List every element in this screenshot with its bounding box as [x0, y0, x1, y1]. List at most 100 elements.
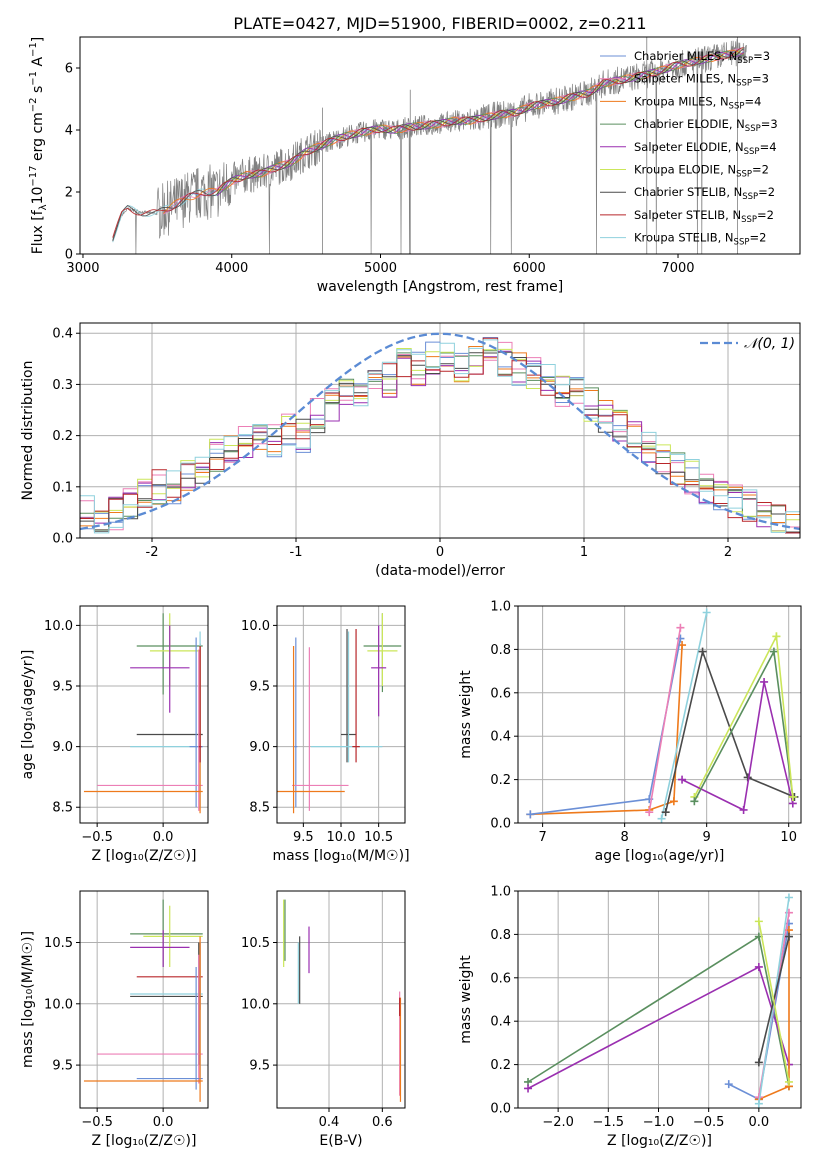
- x-tick-label: 10.0: [327, 830, 356, 845]
- histogram-salpeter_stelib: [80, 337, 800, 534]
- y-axis-label: mass weight: [458, 670, 474, 759]
- axes-frame: [79, 605, 209, 824]
- y-tick-label: 0.8: [490, 643, 511, 658]
- point-marker-chabrier_miles: [676, 634, 685, 643]
- legend-entry: Kroupa ELODIE, NSSP=2: [634, 163, 769, 180]
- series-line-salpeter_elodie: [681, 681, 794, 812]
- plot-area-age-vs-mass: [277, 613, 402, 814]
- x-tick-label: 2: [724, 545, 732, 560]
- plot-area-mass-weight-vs-age: [526, 608, 799, 823]
- legend-entry: Salpeter ELODIE, NSSP=4: [634, 140, 777, 157]
- y-tick-label: 0.6: [490, 971, 511, 986]
- model-line-salpeter_stelib: [112, 47, 744, 238]
- point-marker-kroupa_stelib: [754, 1099, 763, 1108]
- x-tick-label: 4000: [215, 261, 248, 276]
- ticks-mass-weight-vs-Z: −2.0 −1.5 −1.0 −0.5 0.0 0.0 0.2 0.4 0.6 0.8 1.0: [490, 885, 769, 1131]
- axes-spectrum: 3000 4000 5000 6000 7000 0 2 4 6 wavelength [Angs…: [28, 36, 801, 295]
- y-axis-label: mass weight: [458, 955, 474, 1044]
- axes-mass-vs-EBV: 0.4 0.6 9.5 10.0 10.5 E(B-V): [241, 890, 406, 1149]
- y-tick-label: 10.0: [241, 997, 270, 1012]
- model-line-chabrier_stelib: [112, 48, 744, 242]
- x-axis-label: mass [log₁₀(M/M☉)]: [272, 848, 409, 864]
- y-tick-label: 0.1: [52, 480, 73, 495]
- point-marker-kroupa_stelib: [784, 893, 793, 902]
- y-tick-label: 8.5: [249, 801, 270, 816]
- x-tick-label: 0.0: [153, 830, 174, 845]
- axes-frame: [517, 605, 802, 824]
- y-tick-label: 0.6: [490, 686, 511, 701]
- x-tick-label: 0.0: [153, 1115, 174, 1130]
- legend: Chabrier MILES, NSSP=3 Salpeter MILES, NS…: [600, 49, 778, 248]
- data-spectrum-line: [112, 39, 747, 254]
- axes-mass-vs-Z: −0.5 0.0 9.5 10.0 10.5 Z [log₁₀(Z/Z☉)] mass [l…: [20, 890, 209, 1149]
- x-tick-label: 7000: [661, 261, 694, 276]
- point-marker-chabrier_stelib: [754, 1058, 763, 1067]
- y-tick-label: 0: [65, 248, 73, 263]
- model-line-salpeter_elodie: [216, 51, 744, 197]
- axes-frame: [79, 890, 209, 1109]
- y-tick-label: 0.2: [490, 1058, 511, 1073]
- point-marker-salpeter_elodie: [739, 805, 748, 814]
- y-tick-label: 10.0: [44, 619, 73, 634]
- y-tick-label: 0.4: [52, 327, 73, 342]
- legend-entry: Chabrier STELIB, NSSP=2: [634, 185, 775, 202]
- x-tick-label: 9.5: [293, 830, 314, 845]
- x-axis-label: age [log₁₀(age/yr)]: [595, 848, 725, 864]
- point-marker-chabrier_miles: [724, 1080, 733, 1089]
- x-tick-label: 5000: [364, 261, 397, 276]
- point-marker-chabrier_stelib: [784, 932, 793, 941]
- legend-entry: Chabrier MILES, NSSP=3: [634, 49, 770, 66]
- series-line-kroupa_elodie: [775, 636, 794, 798]
- y-tick-label: 1.0: [490, 600, 511, 615]
- y-tick-label: 4: [65, 124, 73, 139]
- y-tick-label: 2: [65, 186, 73, 201]
- series-line-chabrier_stelib: [664, 648, 795, 813]
- x-axis-label: E(B-V): [319, 1133, 362, 1149]
- y-tick-label: 0.0: [490, 1102, 511, 1117]
- point-marker-kroupa_stelib: [657, 814, 666, 823]
- y-tick-label: 10.0: [44, 997, 73, 1012]
- axes-residual-hist: -2 -1 0 1 2 0.0 0.1 0.2 0.3 0.4 (data-model)/error…: [20, 322, 801, 579]
- point-marker-kroupa_elodie: [754, 917, 763, 926]
- axes-mass-weight-vs-Z: −2.0 −1.5 −1.0 −0.5 0.0 0.0 0.2 0.4 0.6 0.8 1.0 Z […: [458, 885, 802, 1149]
- y-tick-label: 9.5: [52, 680, 73, 695]
- axes-frame: [276, 605, 406, 824]
- ticks-mass-vs-Z: −0.5 0.0 9.5 10.0 10.5: [44, 936, 173, 1130]
- y-tick-label: 0.0: [52, 532, 73, 547]
- point-marker-chabrier_elodie: [769, 647, 778, 656]
- y-tick-label: 0.4: [490, 1015, 511, 1030]
- point-marker-kroupa_stelib: [702, 608, 711, 617]
- y-tick-label: 0.4: [490, 730, 511, 745]
- y-tick-label: 10.0: [241, 619, 270, 634]
- x-tick-label: 3000: [66, 261, 99, 276]
- histogram-chabrier_stelib: [80, 351, 800, 533]
- y-tick-label: 0.8: [490, 928, 511, 943]
- point-marker-chabrier_miles: [526, 810, 535, 819]
- point-marker-salpeter_elodie: [524, 1084, 533, 1093]
- y-tick-label: 0.3: [52, 378, 73, 393]
- x-tick-label: −1.5: [593, 1115, 625, 1130]
- point-marker-chabrier_stelib: [698, 647, 707, 656]
- point-marker-chabrier_stelib: [661, 808, 670, 817]
- y-tick-label: 0.0: [490, 817, 511, 832]
- y-tick-label: 9.5: [249, 1059, 270, 1074]
- x-tick-label: −0.5: [81, 830, 113, 845]
- x-axis-label: Z [log₁₀(Z/Z☉)]: [92, 1133, 197, 1149]
- point-marker-chabrier_elodie: [690, 797, 699, 806]
- series-line-kroupa_elodie: [758, 921, 790, 1083]
- axes-age-vs-mass: 9.5 10.0 10.5 8.5 9.0 9.5 10.0 mass [log₁₀(M/M☉…: [241, 605, 410, 864]
- model-line-kroupa_elodie: [216, 47, 744, 194]
- point-marker-kroupa_elodie: [788, 792, 797, 801]
- x-tick-label: −0.5: [81, 1115, 113, 1130]
- x-axis-label: wavelength [Angstrom, rest frame]: [317, 279, 563, 295]
- x-tick-label: 0.4: [319, 1115, 340, 1130]
- axes-frame: [517, 890, 802, 1109]
- y-axis-label: age [log₁₀(age/yr)]: [20, 650, 36, 780]
- axes-age-vs-Z: −0.5 0.0 8.5 9.0 9.5 10.0 Z [log₁₀(Z/Z☉)] age […: [20, 605, 209, 864]
- y-tick-label: 0.2: [490, 773, 511, 788]
- y-tick-label: 6: [65, 62, 73, 77]
- point-marker-salpeter_miles: [676, 623, 685, 632]
- plot-area-mass-vs-EBV: [283, 899, 402, 1102]
- x-axis-label: Z [log₁₀(Z/Z☉)]: [607, 1133, 712, 1149]
- legend-entry: Salpeter MILES, NSSP=3: [634, 72, 769, 89]
